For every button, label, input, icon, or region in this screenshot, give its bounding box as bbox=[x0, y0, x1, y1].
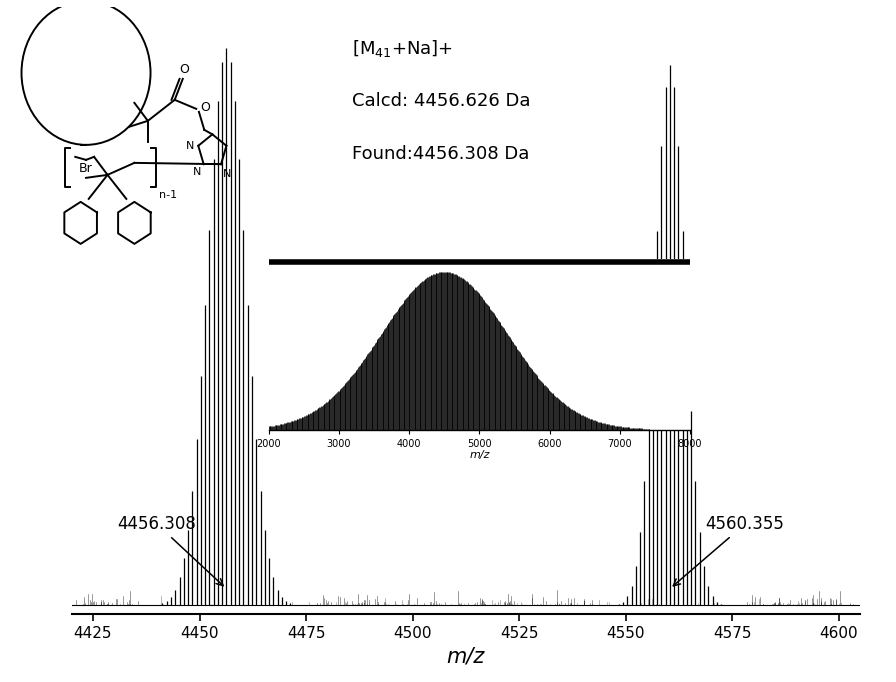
Text: N: N bbox=[193, 167, 201, 177]
Text: Br: Br bbox=[79, 162, 93, 175]
Text: 4560.355: 4560.355 bbox=[673, 515, 785, 586]
Text: $[\mathregular{M}_{41}$+Na]+: $[\mathregular{M}_{41}$+Na]+ bbox=[351, 38, 452, 59]
Text: O: O bbox=[179, 63, 189, 76]
Text: N: N bbox=[185, 140, 194, 151]
Text: Calcd: 4456.626 Da: Calcd: 4456.626 Da bbox=[351, 91, 530, 110]
Text: Found:4456.308 Da: Found:4456.308 Da bbox=[351, 145, 529, 163]
X-axis label: m/z: m/z bbox=[470, 450, 489, 460]
Text: 4456.308: 4456.308 bbox=[117, 515, 223, 586]
Text: n-1: n-1 bbox=[159, 190, 177, 200]
Text: O: O bbox=[201, 101, 211, 114]
X-axis label: m/z: m/z bbox=[447, 646, 485, 666]
Text: N: N bbox=[222, 168, 231, 179]
